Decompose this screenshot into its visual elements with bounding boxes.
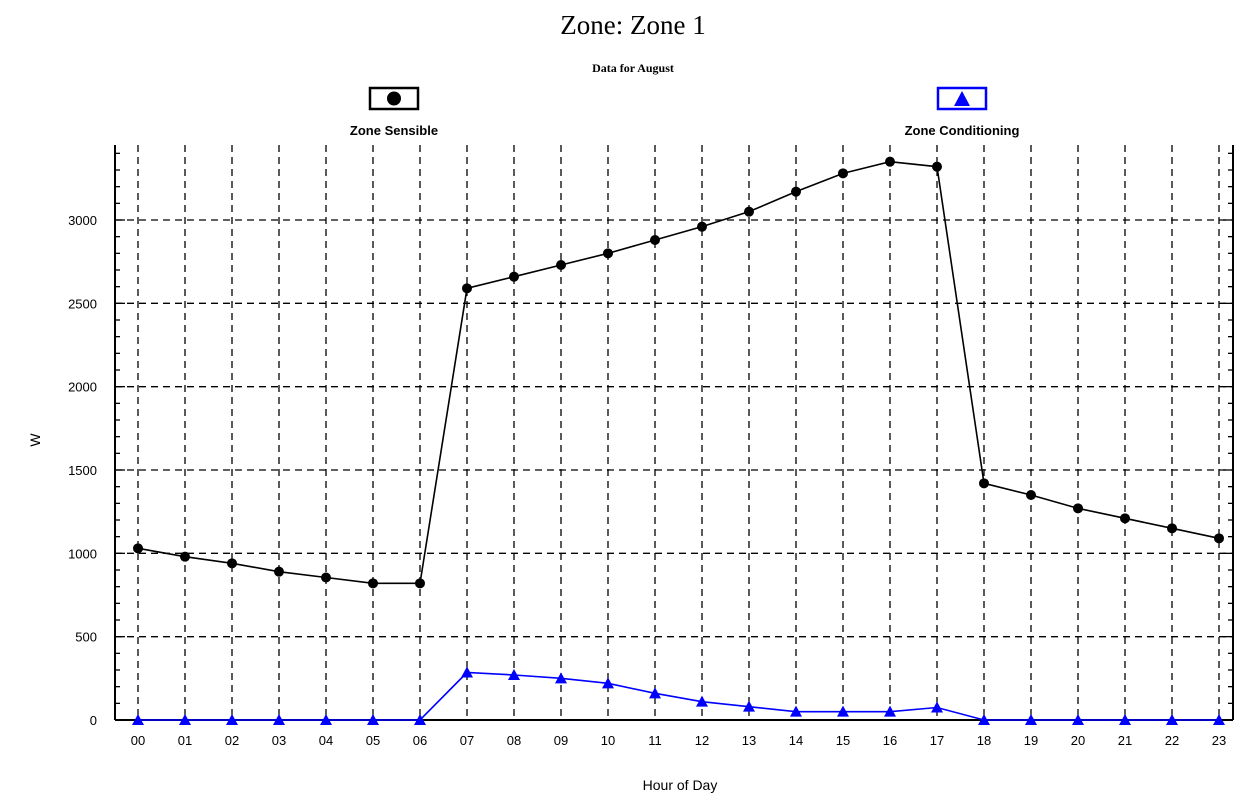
- data-point: [790, 705, 802, 717]
- data-point: [1025, 714, 1037, 725]
- x-tick-label: 14: [789, 733, 803, 748]
- x-tick-label: 05: [366, 733, 380, 748]
- series-line: [137, 160, 1220, 585]
- data-point: [226, 714, 238, 725]
- data-point: [1072, 714, 1084, 725]
- y-tick-label: 2000: [68, 380, 97, 395]
- x-tick-label: 08: [507, 733, 521, 748]
- data-point: [367, 714, 379, 725]
- x-tick-label: 01: [178, 733, 192, 748]
- data-point: [979, 478, 989, 489]
- y-tick-label: 1500: [68, 463, 97, 478]
- chart-subtitle: Data for August: [592, 61, 674, 75]
- x-tick-label: 17: [930, 733, 944, 748]
- data-point: [415, 578, 425, 589]
- x-tick-label: 19: [1024, 733, 1038, 748]
- series-layer: [132, 156, 1225, 725]
- data-point: [274, 566, 284, 577]
- data-point: [132, 714, 144, 725]
- legend-marker: [387, 91, 401, 106]
- series-line: [138, 671, 1219, 721]
- data-point: [556, 260, 566, 270]
- y-tick-label: 2500: [68, 296, 97, 311]
- data-point: [1167, 523, 1177, 534]
- data-point: [414, 714, 426, 725]
- data-point: [1214, 533, 1224, 544]
- data-point: [696, 695, 708, 707]
- data-point: [649, 687, 661, 699]
- x-tick-label: 02: [225, 733, 239, 748]
- x-tick-label: 13: [742, 733, 756, 748]
- x-tick-label: 20: [1071, 733, 1085, 748]
- legend-label: Zone Sensible: [350, 123, 438, 138]
- y-tick-label: 3000: [68, 213, 97, 228]
- data-point: [555, 672, 567, 684]
- data-point: [508, 669, 520, 680]
- data-point: [1120, 513, 1130, 524]
- axes: 00 01 02 03 04 05 06 07 08 09 10 11 12 13 14 15 16 17 18 19…: [68, 145, 1234, 748]
- legend: Zone Sensible Zone Conditioning: [350, 86, 1020, 138]
- x-tick-label: 09: [554, 733, 568, 748]
- legend-marker: [954, 91, 970, 106]
- data-point: [368, 578, 378, 589]
- x-tick-label: 16: [883, 733, 897, 748]
- x-tick-label: 18: [977, 733, 991, 748]
- x-tick-label: 12: [695, 733, 709, 748]
- data-point: [320, 714, 332, 725]
- data-point: [602, 677, 614, 689]
- legend-label: Zone Conditioning: [905, 123, 1020, 138]
- data-point: [133, 543, 143, 554]
- x-tick-label: 15: [836, 733, 850, 748]
- data-point: [227, 558, 237, 569]
- data-point: [650, 235, 660, 245]
- x-tick-label: 21: [1118, 733, 1132, 748]
- data-point: [884, 705, 896, 717]
- data-point: [1119, 714, 1131, 725]
- data-point: [321, 572, 331, 583]
- data-point: [1026, 490, 1036, 500]
- x-tick-label: 06: [413, 733, 427, 748]
- data-point: [837, 705, 849, 717]
- data-point: [509, 271, 519, 282]
- chart-title: Zone: Zone 1: [560, 10, 705, 40]
- y-axis-label: W: [27, 433, 43, 447]
- x-tick-label: 07: [460, 733, 474, 748]
- x-axis-label: Hour of Day: [643, 777, 718, 793]
- data-point: [978, 714, 990, 725]
- data-point: [697, 221, 707, 232]
- data-point: [273, 714, 285, 725]
- x-tick-label: 22: [1165, 733, 1179, 748]
- data-point: [838, 168, 848, 179]
- grid: [115, 145, 1233, 720]
- data-point: [791, 186, 801, 197]
- x-tick-label: 10: [601, 733, 615, 748]
- data-point: [179, 714, 191, 725]
- data-point: [1073, 503, 1083, 514]
- data-point: [931, 701, 943, 713]
- data-point: [744, 206, 754, 217]
- y-tick-label: 1000: [68, 546, 97, 561]
- data-point: [180, 551, 190, 562]
- data-point: [1213, 714, 1225, 725]
- x-tick-label: 03: [272, 733, 286, 748]
- data-point: [1166, 714, 1178, 725]
- data-point: [743, 700, 755, 712]
- x-tick-label: 00: [131, 733, 145, 748]
- x-tick-label: 11: [648, 733, 662, 748]
- x-tick-label: 23: [1212, 733, 1226, 748]
- x-tick-label: 04: [319, 733, 333, 748]
- data-point: [461, 666, 473, 678]
- data-point: [932, 161, 942, 172]
- y-tick-label: 500: [75, 630, 97, 645]
- data-point: [462, 283, 472, 294]
- data-point: [885, 156, 895, 167]
- data-point: [603, 248, 613, 259]
- y-tick-label: 0: [90, 713, 97, 728]
